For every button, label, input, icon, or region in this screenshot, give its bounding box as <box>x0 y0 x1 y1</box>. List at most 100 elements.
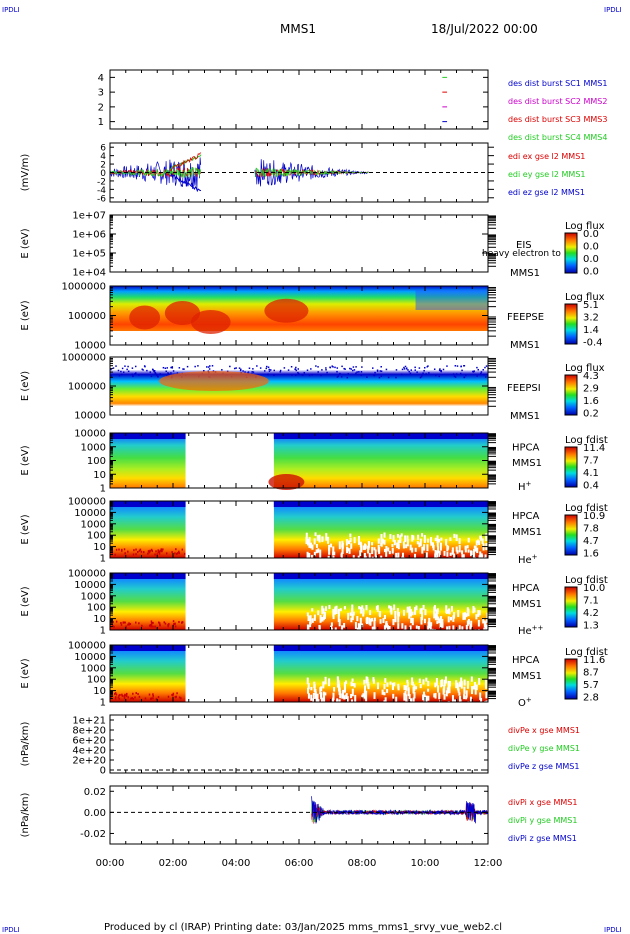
sparse-mask <box>430 537 433 544</box>
spectrogram-dot <box>433 368 436 370</box>
spectrogram-dot <box>380 370 383 372</box>
legend-entry: edi ez gse l2 MMS1 <box>508 188 585 197</box>
spectrogram-dot <box>166 367 168 369</box>
sparse-mask <box>418 678 421 684</box>
colorbar-title: Log fdist <box>565 435 608 446</box>
colorbar-title: Log flux <box>565 221 605 232</box>
sparse-mask <box>446 545 449 552</box>
spectrogram-dot <box>208 368 211 370</box>
sparse-mask <box>346 546 349 554</box>
spectrogram-dot <box>247 372 249 374</box>
legend-entry: divPe x gse MMS1 <box>508 726 580 735</box>
sparse-mask <box>361 694 364 699</box>
spectrogram-dot <box>279 371 282 373</box>
corner-label-br: IPDLI <box>604 926 622 934</box>
y-tick-label: 1 <box>100 484 106 495</box>
spectrogram-dot <box>157 551 160 554</box>
sparse-mask <box>340 552 343 558</box>
spacecraft-label: MMS1 <box>510 411 540 422</box>
sparse-mask <box>339 690 342 699</box>
sparse-mask <box>465 690 468 698</box>
spectrogram-dot <box>176 692 178 695</box>
spectrogram-dot <box>167 372 169 374</box>
sparse-mask <box>307 687 310 694</box>
sparse-mask <box>345 693 348 698</box>
sparse-mask <box>433 611 436 619</box>
spectrogram-dot <box>346 376 349 379</box>
sparse-mask <box>463 679 466 686</box>
spectrogram-dot <box>160 550 163 553</box>
sparse-mask <box>322 615 325 621</box>
sparse-mask <box>373 629 376 634</box>
sparse-mask <box>475 614 478 620</box>
sparse-mask <box>333 551 336 556</box>
colorbar-value: -0.4 <box>583 338 603 349</box>
y-tick-label: 0 <box>100 766 106 777</box>
instrument-label: HPCA <box>512 655 540 666</box>
sparse-mask <box>450 616 453 621</box>
spectrogram-dot <box>440 370 443 373</box>
sparse-mask <box>466 545 469 549</box>
sparse-mask <box>458 544 461 553</box>
sparse-mask <box>450 605 453 612</box>
y-tick-label: 4 <box>100 152 106 162</box>
sparse-mask <box>466 620 469 626</box>
sparse-mask <box>396 556 399 563</box>
sparse-mask <box>306 612 309 617</box>
sparse-mask <box>458 701 461 708</box>
spectrogram-dot <box>403 366 405 369</box>
spectrogram-dot <box>259 367 262 369</box>
spectrogram-dot <box>407 369 409 371</box>
sparse-mask <box>434 629 437 633</box>
sparse-mask <box>343 606 346 610</box>
sparse-mask <box>327 536 330 544</box>
sparse-mask <box>309 542 312 549</box>
spectrogram-dot <box>157 696 160 699</box>
sparse-mask <box>410 698 413 703</box>
sparse-mask <box>434 537 437 542</box>
sparse-mask <box>403 692 406 701</box>
spectrogram-dot <box>175 548 177 551</box>
sparse-mask <box>378 612 381 617</box>
colorbar <box>564 232 578 274</box>
sparse-mask <box>401 623 404 629</box>
spectrogram-dot <box>121 693 123 696</box>
sparse-mask <box>313 614 316 621</box>
sparse-mask <box>354 557 357 562</box>
spectrogram-dot <box>168 623 170 626</box>
y-tick-label: 0.02 <box>84 787 106 798</box>
spectrogram-dot <box>152 693 154 696</box>
y-tick-label: 1 <box>100 698 106 709</box>
sparse-mask <box>438 550 441 557</box>
spectrogram-dot <box>152 697 154 700</box>
y-tick-label: 100000 <box>68 311 106 322</box>
sparse-mask <box>310 686 313 691</box>
sparse-mask <box>339 608 342 612</box>
sparse-mask <box>438 538 441 543</box>
colorbar-value: 0.0 <box>583 267 599 278</box>
spectrogram-dot <box>349 367 351 370</box>
species-charge: + <box>526 480 532 488</box>
sparse-mask <box>479 535 482 540</box>
sparse-mask <box>371 626 374 631</box>
spectrogram-dot <box>134 373 136 375</box>
spectrogram-dot <box>291 374 293 376</box>
sparse-mask <box>476 547 479 554</box>
sparse-mask <box>381 538 384 544</box>
x-tick-label: 06:00 <box>285 858 314 869</box>
y-tick-label: 100 <box>87 531 106 542</box>
sparse-mask <box>362 693 365 697</box>
sparse-mask <box>316 535 319 541</box>
colorbar-value: 3.2 <box>583 313 599 324</box>
sparse-mask <box>405 685 408 689</box>
sparse-mask <box>433 693 436 698</box>
sparse-mask <box>385 622 388 628</box>
sparse-mask <box>359 623 362 631</box>
species-charge: + <box>532 553 538 561</box>
spectrogram-dot <box>124 552 126 555</box>
sparse-mask <box>397 623 400 629</box>
sparse-mask <box>401 552 404 560</box>
spectrogram-dot <box>476 366 478 369</box>
y-tick-label: 4e+20 <box>72 746 106 757</box>
colorbar-value: 10.9 <box>583 511 605 522</box>
